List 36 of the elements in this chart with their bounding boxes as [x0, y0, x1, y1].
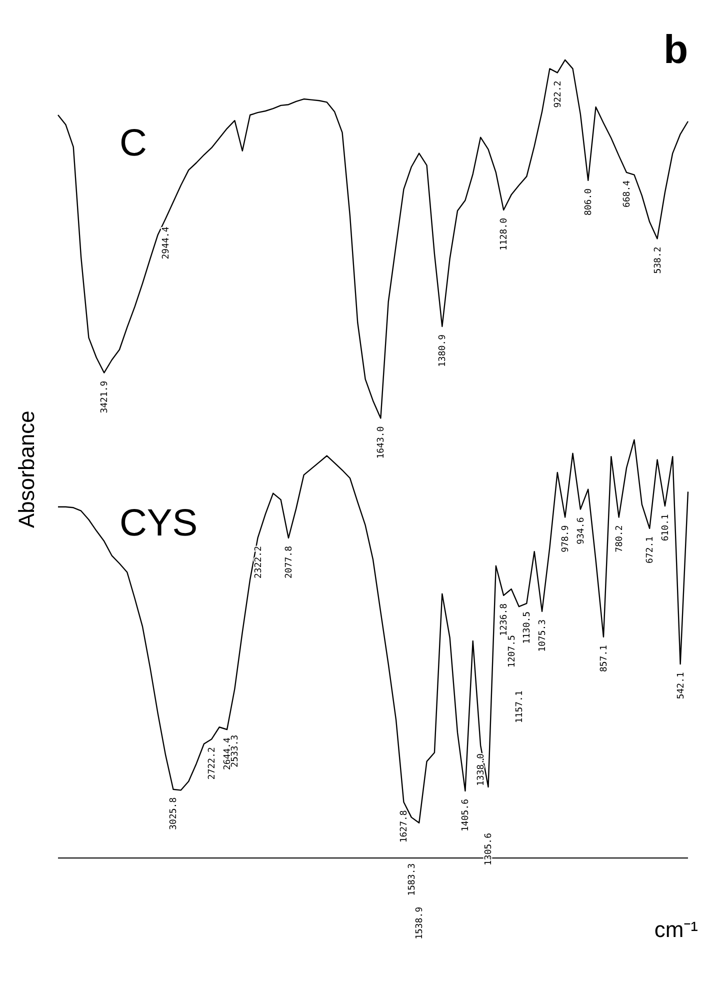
annotation: 2322.2 [254, 546, 264, 578]
annotation: 978.9 [561, 525, 572, 552]
annotation: 934.6 [576, 517, 586, 544]
annotation: 1130.5 [522, 611, 533, 644]
annotation: 542.1 [676, 672, 686, 700]
annotation: 1643.0 [376, 426, 387, 459]
annotation: 3421.9 [100, 380, 110, 414]
series-label: C [119, 122, 147, 165]
annotation: 1207.5 [507, 635, 518, 668]
series-label: CYS [119, 502, 198, 545]
text: 1538.9 [415, 906, 426, 940]
y-axis-title: Absorbance [14, 410, 40, 528]
annotation: 922.2 [553, 80, 564, 108]
annotation: 672.1 [646, 536, 656, 564]
annotation: 1075.3 [538, 619, 548, 652]
annotation: 3025.8 [169, 797, 180, 830]
annotation: 2722.2 [208, 747, 218, 780]
annotation: 1128.0 [500, 218, 510, 250]
annotation: 1627.8 [400, 810, 410, 843]
annotation: b [664, 28, 688, 73]
annotation: 1405.6 [461, 798, 472, 832]
annotation: 1157.1 [514, 690, 525, 724]
text: 1583.3 [407, 863, 418, 896]
annotation: 1236.8 [500, 603, 510, 636]
annotation: 806.0 [584, 188, 594, 216]
annotation: 668.4 [622, 180, 633, 208]
annotation: 2944.4 [162, 226, 172, 260]
annotation: 610.1 [660, 514, 671, 542]
annotation: 538.2 [653, 246, 664, 274]
annotation: 1305.6 [484, 832, 494, 866]
x-axis-title: cm⁻¹ [654, 916, 698, 943]
annotation: 1338.0 [476, 753, 487, 786]
annotation: 857.1 [599, 644, 610, 672]
annotation: 2077.8 [284, 546, 294, 578]
annotation: 1380.9 [438, 334, 448, 367]
annotation: 780.2 [614, 525, 625, 552]
